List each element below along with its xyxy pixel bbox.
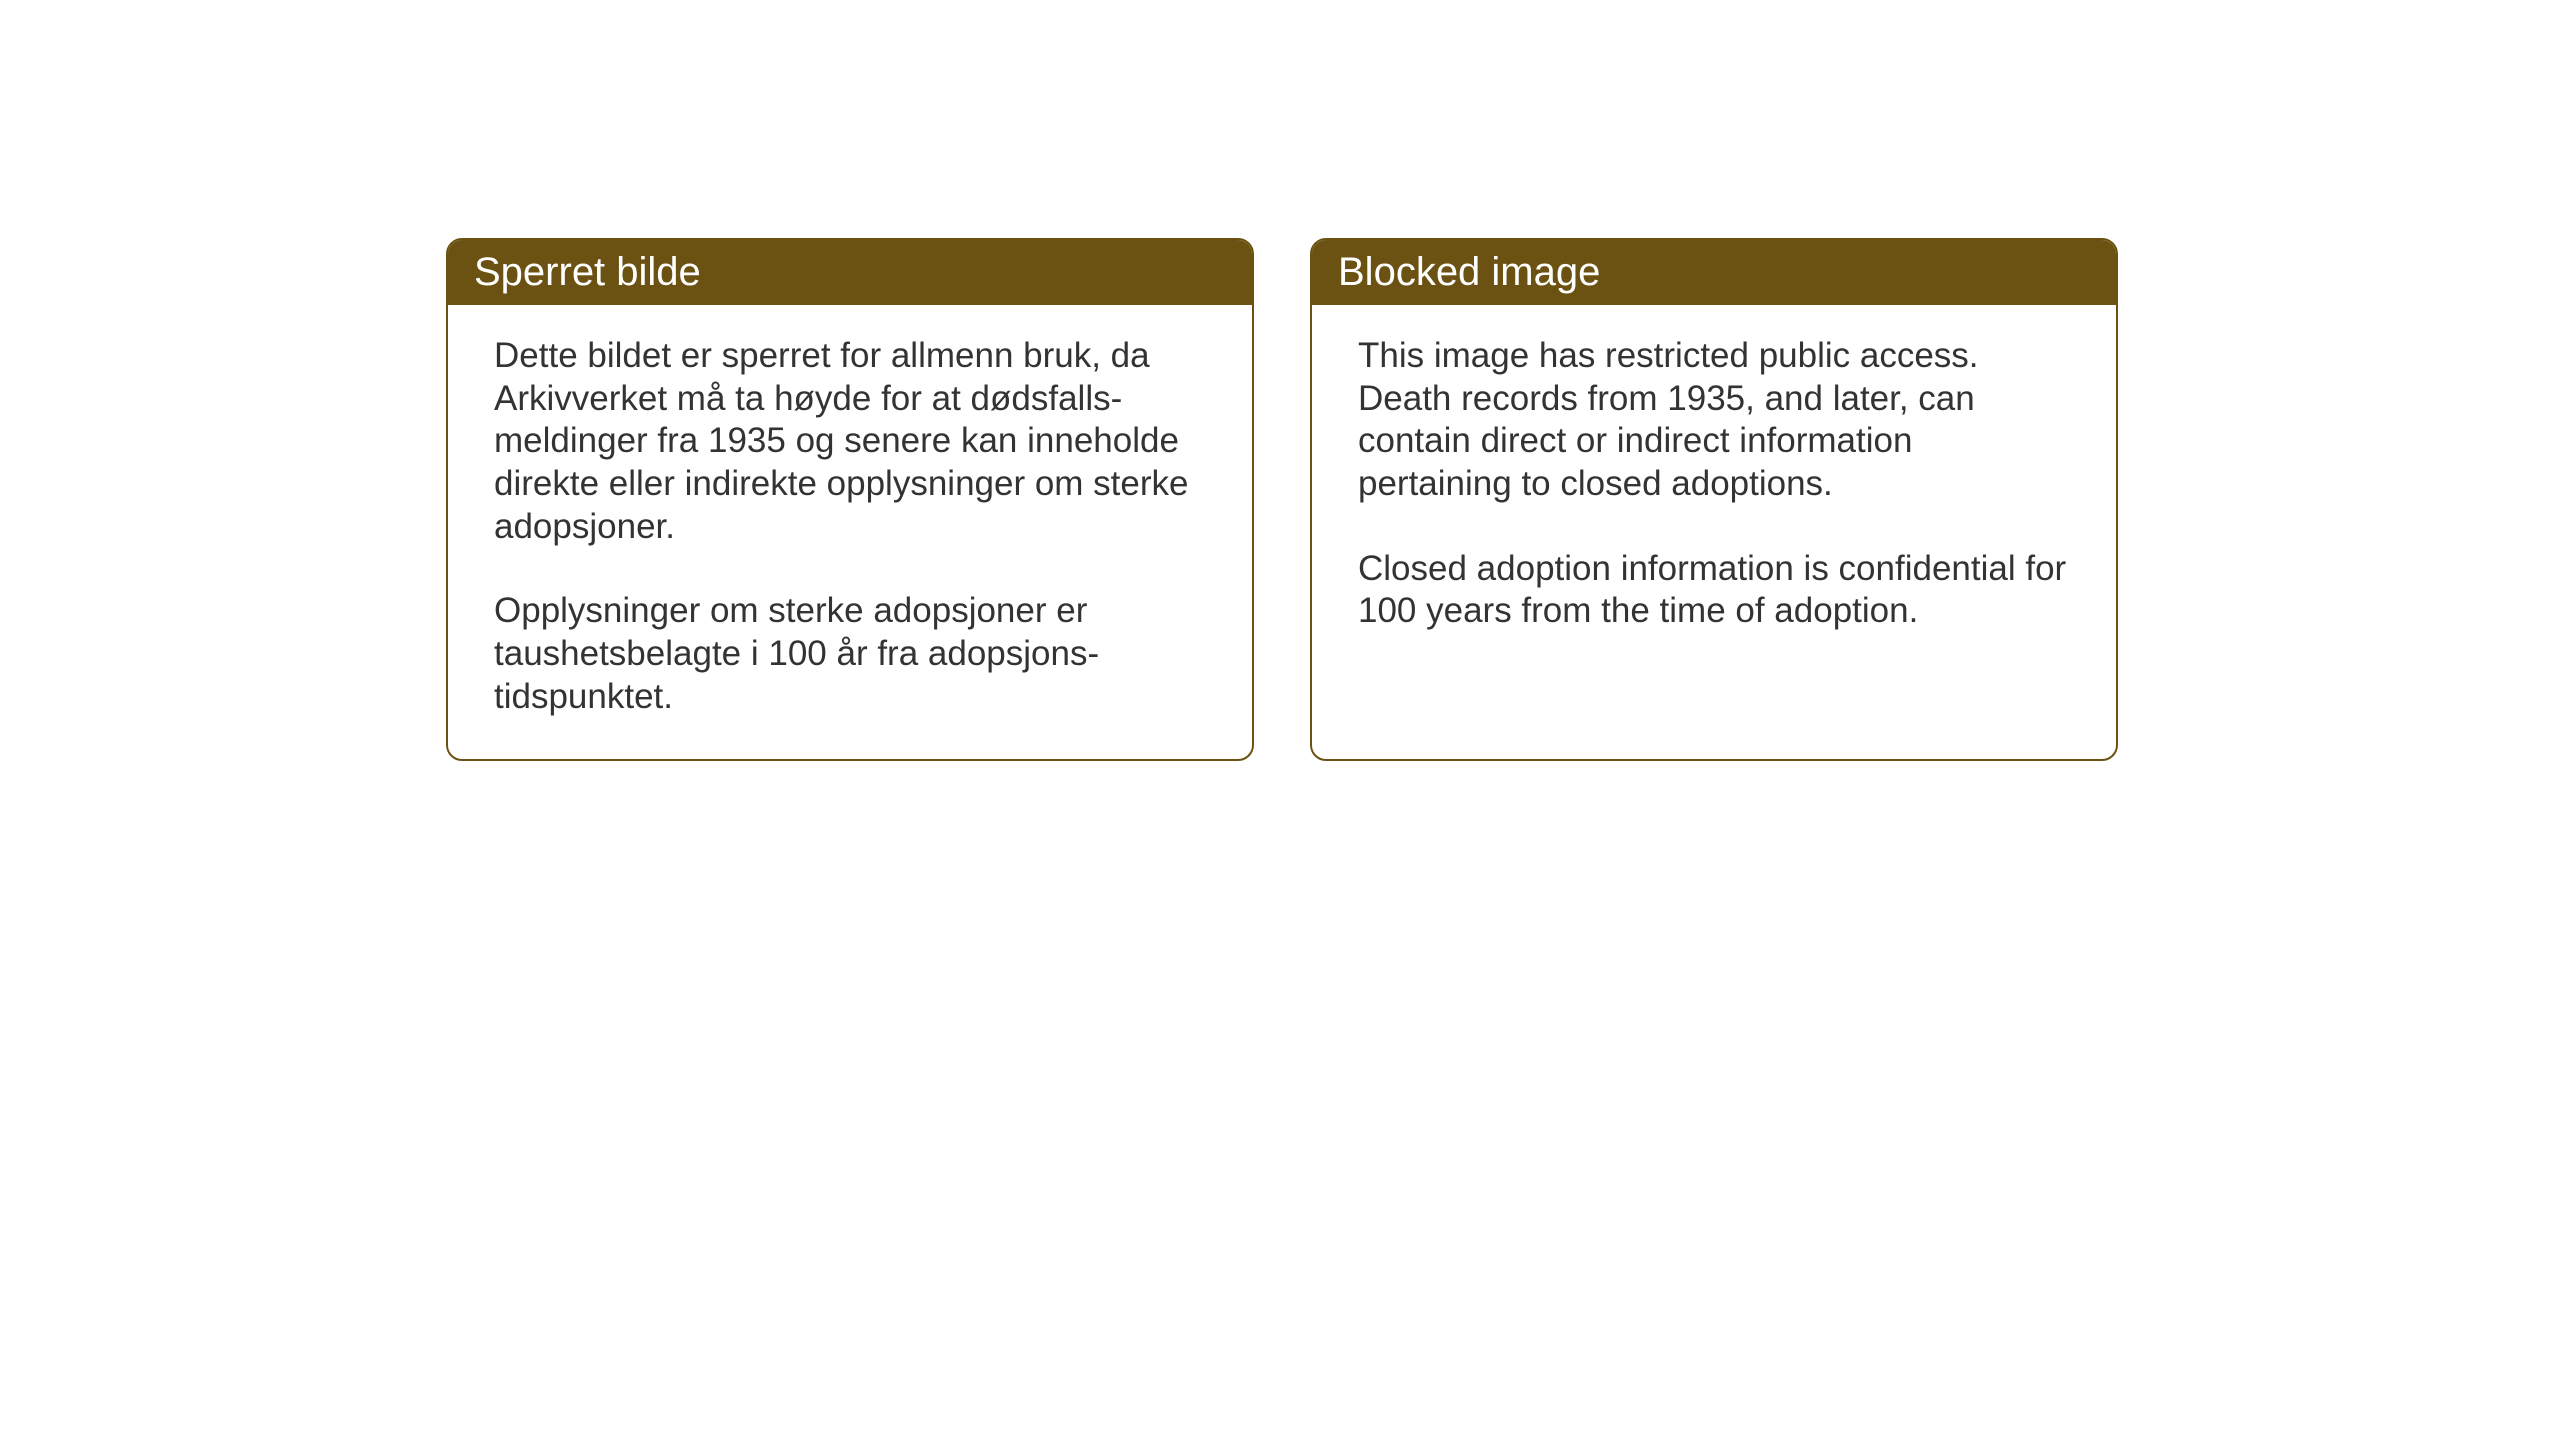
card-paragraph: This image has restricted public access.… [1358, 335, 2070, 506]
card-header-english: Blocked image [1312, 240, 2116, 305]
notice-card-english: Blocked image This image has restricted … [1310, 238, 2118, 761]
notice-card-norwegian: Sperret bilde Dette bildet er sperret fo… [446, 238, 1254, 761]
card-title-norwegian: Sperret bilde [474, 250, 701, 294]
card-body-norwegian: Dette bildet er sperret for allmenn bruk… [448, 305, 1252, 759]
card-paragraph: Closed adoption information is confident… [1358, 548, 2070, 633]
notice-cards-container: Sperret bilde Dette bildet er sperret fo… [446, 238, 2118, 761]
card-body-english: This image has restricted public access.… [1312, 305, 2116, 753]
card-paragraph: Dette bildet er sperret for allmenn bruk… [494, 335, 1206, 548]
card-header-norwegian: Sperret bilde [448, 240, 1252, 305]
card-title-english: Blocked image [1338, 250, 1600, 294]
card-paragraph: Opplysninger om sterke adopsjoner er tau… [494, 590, 1206, 718]
